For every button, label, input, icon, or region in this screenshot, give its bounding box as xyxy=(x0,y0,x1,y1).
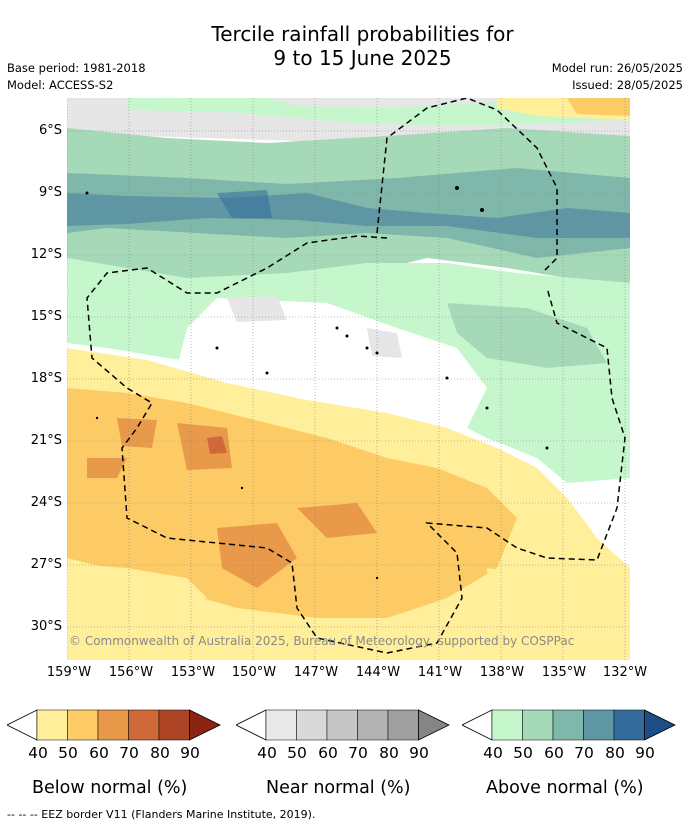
legend-swatch xyxy=(128,709,160,741)
lon-label: 138°W xyxy=(479,665,525,680)
lon-label: 150°W xyxy=(231,665,277,680)
islands xyxy=(85,186,549,580)
below-normal-patch-northeast-2 xyxy=(567,98,630,116)
below-normal-60-patches xyxy=(87,418,377,588)
lat-label: 27°S xyxy=(30,557,62,572)
above-normal-band-core xyxy=(67,193,630,238)
legend-swatch xyxy=(97,709,129,741)
tick-label: 80 xyxy=(379,744,399,762)
legend-swatch xyxy=(326,709,358,741)
above-normal-strong-patch xyxy=(217,190,272,218)
meta-right: Model run: 26/05/2025 Issued: 28/05/2025 xyxy=(552,60,683,94)
legend-swatch xyxy=(158,709,190,741)
legend-swatch xyxy=(387,709,419,741)
lon-label: 159°W xyxy=(46,665,92,680)
colorbar-below-normal xyxy=(6,709,221,741)
tick-label: 90 xyxy=(409,744,429,762)
lon-label: 153°W xyxy=(170,665,216,680)
legend-swatch xyxy=(357,709,389,741)
tick-label: 50 xyxy=(287,744,307,762)
legend-swatch xyxy=(491,709,523,741)
colorbar-near-normal xyxy=(235,709,450,741)
above-normal-patch-central xyxy=(447,303,607,368)
legend-below-normal: 40 50 60 70 80 90 Below normal (%) xyxy=(6,708,222,798)
colorbar-above-normal xyxy=(461,709,676,741)
legend-swatch xyxy=(189,709,221,741)
legend-swatch xyxy=(583,709,615,741)
below-normal-40-strip xyxy=(67,563,207,608)
tick-label: 40 xyxy=(483,744,503,762)
legend-swatch xyxy=(522,709,554,741)
tick-label: 80 xyxy=(605,744,625,762)
tick-label: 90 xyxy=(180,744,200,762)
probability-map xyxy=(67,98,630,660)
title-line-1: Tercile rainfall probabilities for xyxy=(211,22,514,46)
base-period: Base period: 1981-2018 xyxy=(7,61,146,75)
tick-label: 70 xyxy=(119,744,139,762)
meta-left: Base period: 1981-2018 Model: ACCESS-S2 xyxy=(7,60,146,94)
legend-swatch xyxy=(418,709,450,741)
lat-label: 9°S xyxy=(38,185,62,200)
legend-caption: Below normal (%) xyxy=(32,778,188,798)
lon-label: 144°W xyxy=(355,665,401,680)
tick-label: 60 xyxy=(318,744,338,762)
model-run: Model run: 26/05/2025 xyxy=(551,61,683,75)
eez-borders xyxy=(86,98,626,654)
legend-near-normal: 40 50 60 70 80 90 Near normal (%) xyxy=(235,708,451,798)
tick-label: 40 xyxy=(257,744,277,762)
legend-swatch xyxy=(36,709,68,741)
legend-caption: Near normal (%) xyxy=(266,778,411,798)
tick-label: 60 xyxy=(89,744,109,762)
legend-swatch xyxy=(296,709,328,741)
lat-label: 30°S xyxy=(30,619,62,634)
lat-label: 24°S xyxy=(30,495,62,510)
tick-label: 70 xyxy=(574,744,594,762)
map-title: Tercile rainfall probabilities for 9 to … xyxy=(0,22,690,70)
title-line-2: 9 to 15 June 2025 xyxy=(273,46,452,70)
near-normal-zone-central xyxy=(177,298,487,428)
near-normal-grey-patches xyxy=(227,296,402,438)
legend-caption: Above normal (%) xyxy=(486,778,644,798)
lon-label: 141°W xyxy=(417,665,463,680)
lon-label: 135°W xyxy=(541,665,587,680)
lon-label: 147°W xyxy=(293,665,339,680)
tick-label: 60 xyxy=(544,744,564,762)
below-normal-40-southeast xyxy=(487,568,630,660)
legend-above-normal: 40 50 60 70 80 90 Above normal (%) xyxy=(461,708,677,798)
tick-label: 90 xyxy=(635,744,655,762)
below-normal-70-patch xyxy=(207,436,227,454)
eez-footnote: -- -- -- EEZ border V11 (Flanders Marine… xyxy=(7,808,316,821)
tick-label: 40 xyxy=(28,744,48,762)
tick-label: 80 xyxy=(150,744,170,762)
tick-label: 50 xyxy=(513,744,533,762)
lat-label: 21°S xyxy=(30,433,62,448)
gridlines xyxy=(67,98,630,660)
tick-label: 50 xyxy=(58,744,78,762)
lat-label: 12°S xyxy=(30,247,62,262)
lat-label: 18°S xyxy=(30,371,62,386)
legend-swatch xyxy=(265,709,297,741)
issued-date: Issued: 28/05/2025 xyxy=(572,78,683,92)
model-name: Model: ACCESS-S2 xyxy=(7,78,114,92)
lat-label: 6°S xyxy=(38,123,62,138)
copyright-notice: © Commonwealth of Australia 2025, Bureau… xyxy=(69,634,575,648)
legend-swatch xyxy=(552,709,584,741)
lon-label: 132°W xyxy=(602,665,648,680)
tick-label: 70 xyxy=(348,744,368,762)
legend-swatch xyxy=(613,709,645,741)
lat-label: 15°S xyxy=(30,309,62,324)
legend-swatch xyxy=(67,709,99,741)
lon-label: 156°W xyxy=(108,665,154,680)
legend-swatch xyxy=(644,709,676,741)
